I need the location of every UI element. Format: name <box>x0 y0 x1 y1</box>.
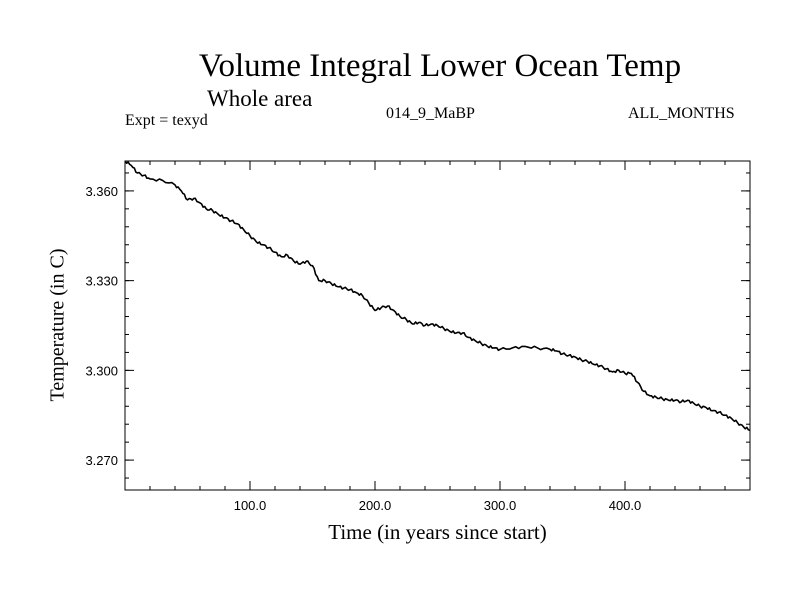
y-tick-label: 3.360 <box>85 184 118 199</box>
y-tick-label: 3.300 <box>85 363 118 378</box>
chart-subtitle: Whole area <box>207 86 313 111</box>
experiment-label: Expt = texyd <box>125 112 208 129</box>
experiment-code-label: 014_9_MaBP <box>386 105 475 122</box>
months-label: ALL_MONTHS <box>628 105 735 122</box>
x-tick-label: 200.0 <box>359 498 392 513</box>
series-line <box>124 160 751 431</box>
y-tick-label: 3.270 <box>85 453 118 468</box>
axis-tick-labels: 100.0 200.0 300.0 400.0 3.270 3.300 3.330 3.360 <box>85 184 641 513</box>
x-tick-label: 100.0 <box>234 498 267 513</box>
y-tick-label: 3.330 <box>85 274 118 289</box>
axis-ticks <box>125 161 750 490</box>
chart-title: Volume Integral Lower Ocean Temp <box>198 48 682 84</box>
x-tick-label: 400.0 <box>609 498 642 513</box>
x-tick-label: 300.0 <box>484 498 517 513</box>
plot-frame <box>124 160 751 491</box>
x-axis-label: Time (in years since start) <box>328 520 547 544</box>
